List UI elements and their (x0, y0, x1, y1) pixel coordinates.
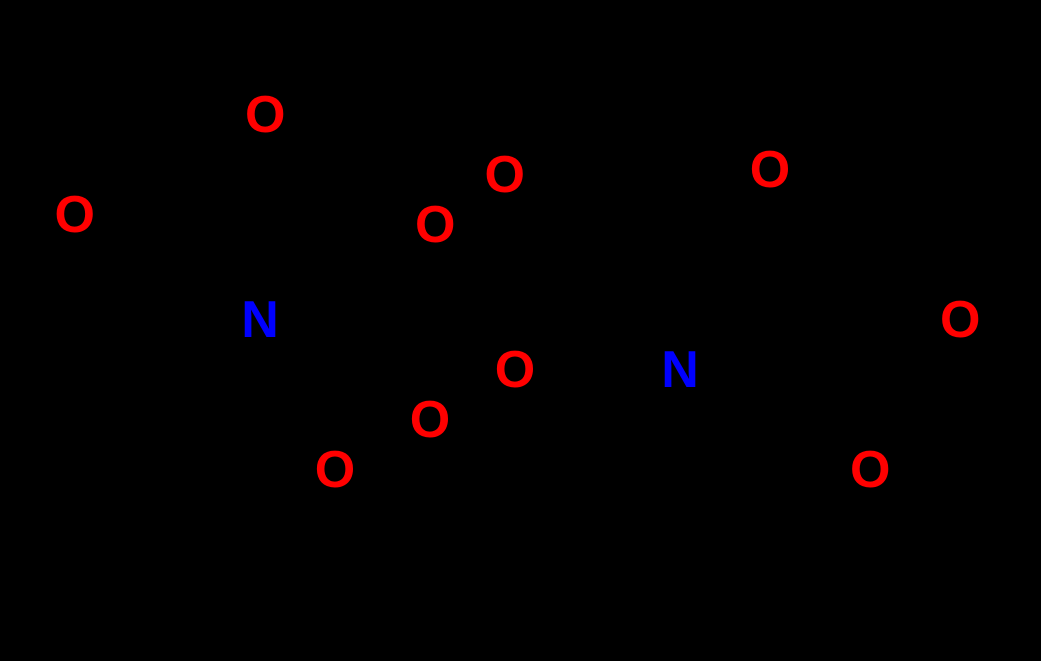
o-atom: OH (940, 291, 1018, 349)
o-atom: O (315, 441, 355, 499)
o-atom: O (410, 391, 450, 449)
n-atom: N (661, 341, 699, 399)
n-atom: N (241, 291, 279, 349)
o-atom: OH (245, 86, 323, 144)
o-atom: OH (415, 196, 493, 254)
o-atom: O (495, 341, 535, 399)
o-atom: O (750, 141, 790, 199)
molecule-diagram: NOOOHOHOONOOHHOO (0, 0, 1041, 661)
o-atom: O (850, 441, 890, 499)
o-atom: O (55, 186, 95, 244)
o-atom: HO (447, 146, 525, 204)
